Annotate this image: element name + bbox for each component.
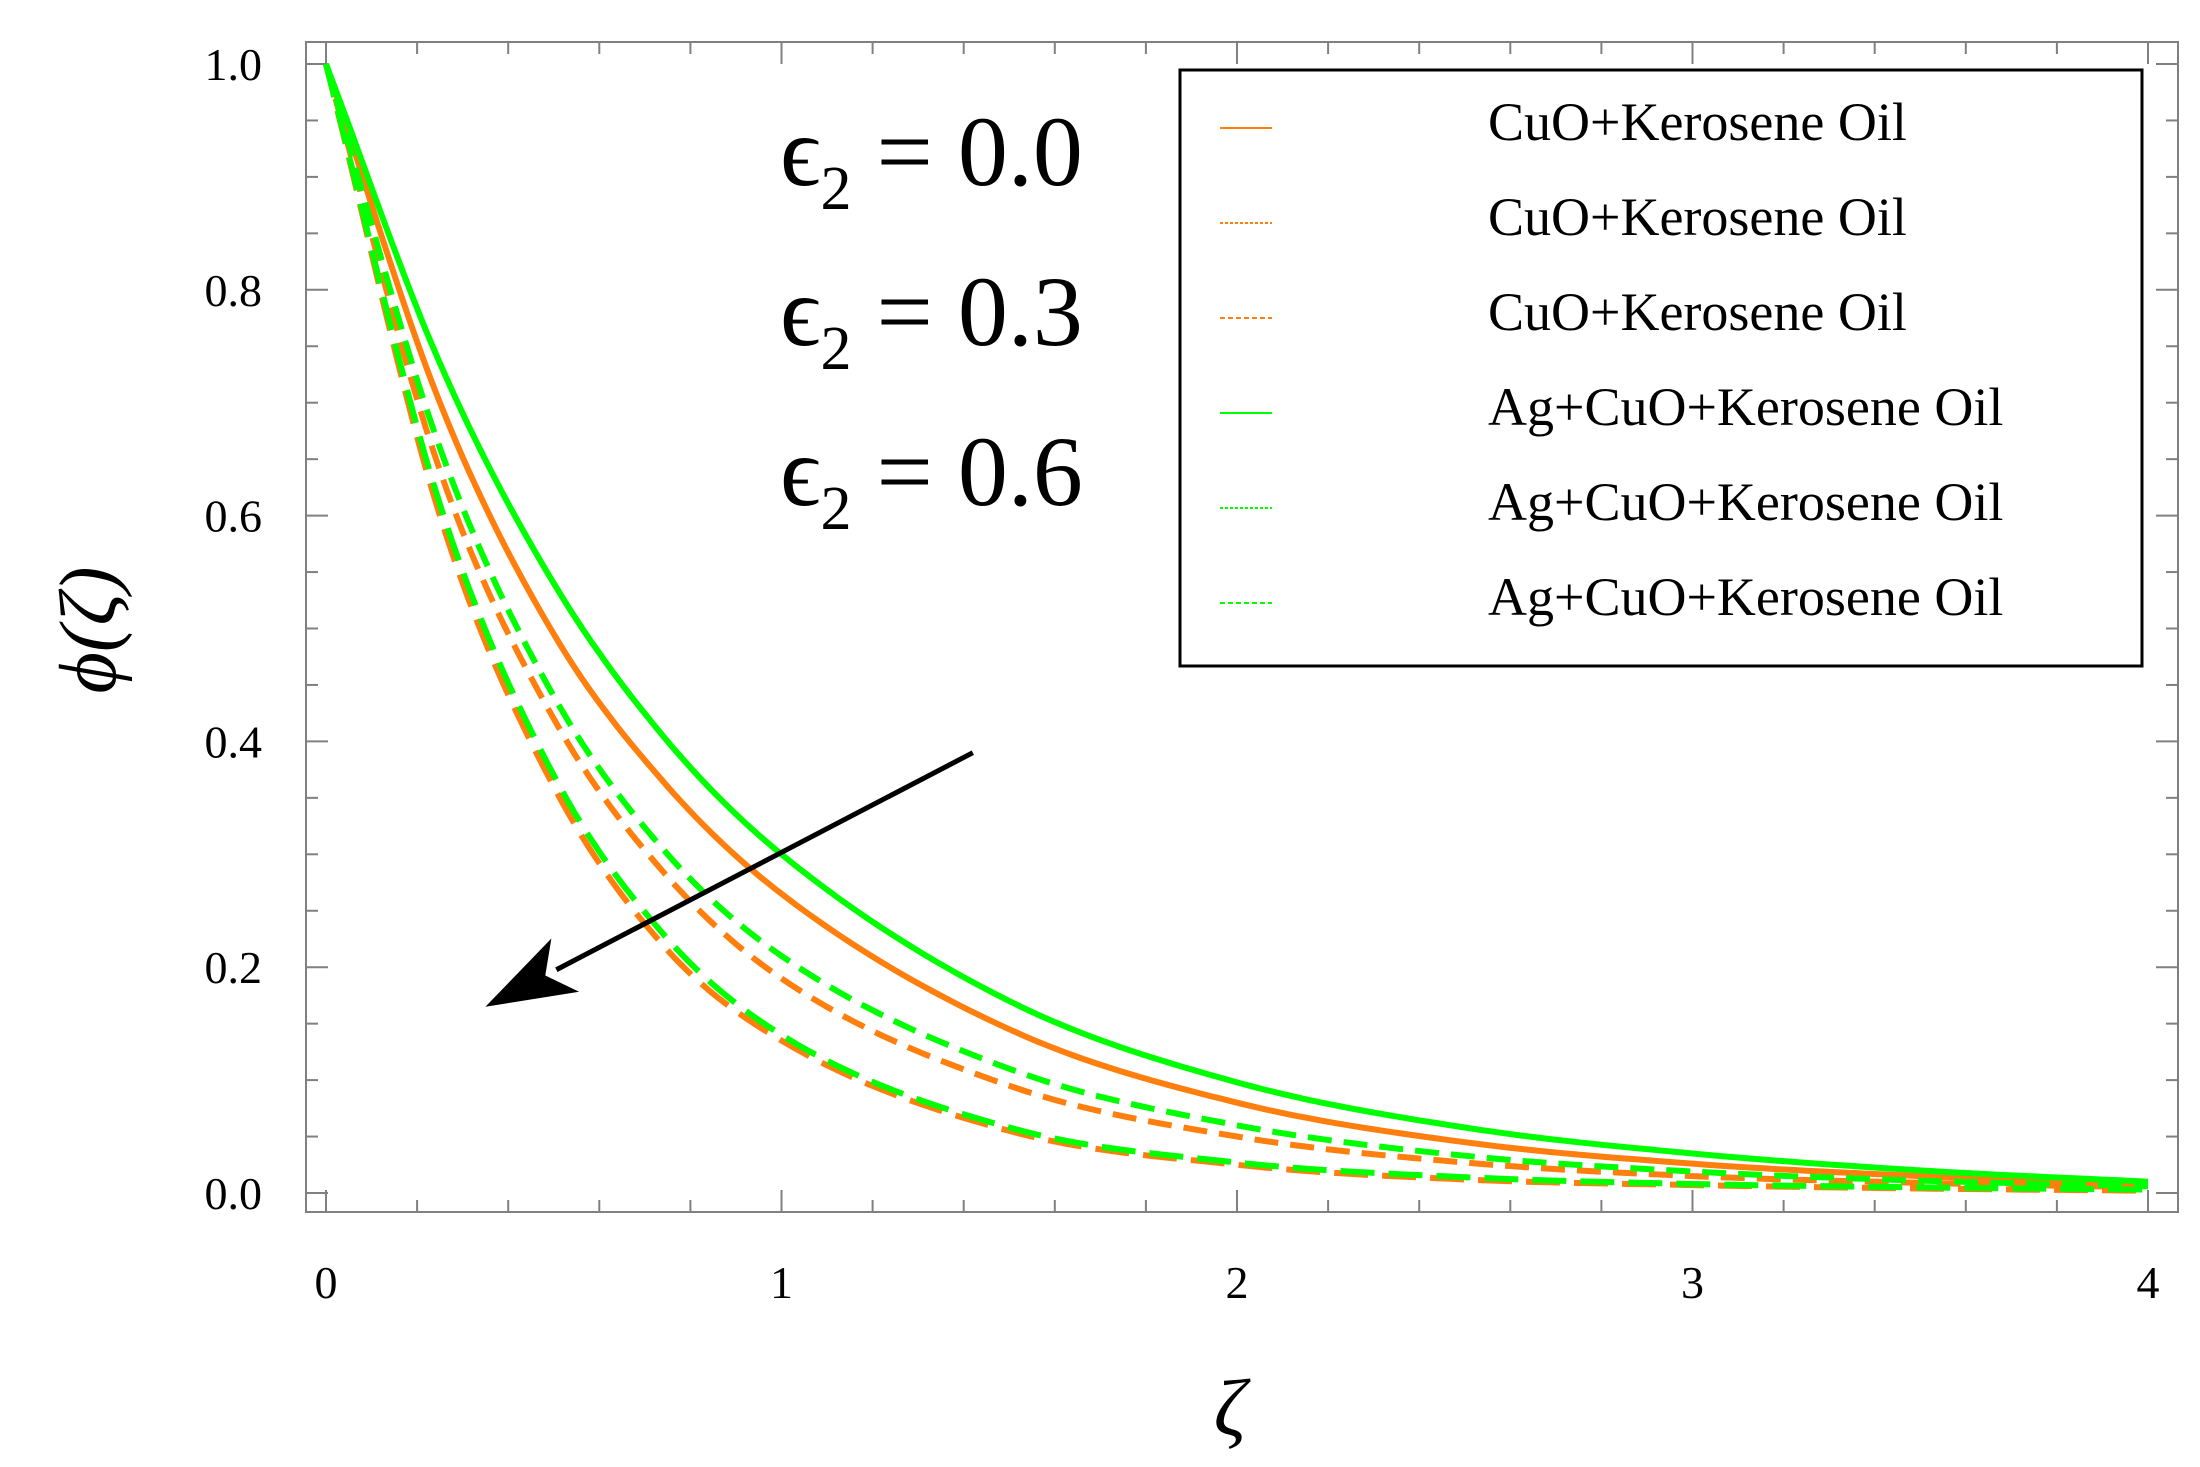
legend-label: Ag+CuO+Kerosene Oil [1488,377,2003,437]
epsilon-annotation: ϵ2 = 0.0 [780,96,1083,223]
trend-arrow-head [485,938,580,1007]
x-tick-label: 3 [1681,1257,1704,1308]
plot-frame [305,41,2179,1213]
series-line-1 [323,63,2149,1187]
y-tick-label: 0.0 [205,1168,263,1219]
epsilon-annotations: ϵ2 = 0.0 ϵ2 = 0.3 ϵ2 = 0.6 [780,96,1083,543]
epsilon-annotation: ϵ2 = 0.3 [780,256,1083,383]
legend-box [1178,68,2144,668]
legend-label: Ag+CuO+Kerosene Oil [1488,472,2003,532]
x-tick-label: 2 [1226,1257,1249,1308]
x-tick-label: 4 [2137,1257,2160,1308]
x-tick-label: 1 [770,1257,793,1308]
x-axis-title: ζ [1214,1365,1251,1453]
legend-label: CuO+Kerosene Oil [1488,92,1907,152]
arrow-layer [485,750,974,1007]
series-line-4 [323,62,2149,1185]
series-line-2 [323,63,2149,1191]
series-line-6 [323,63,2149,1193]
y-tick-label: 0.6 [205,491,263,542]
legend-label: CuO+Kerosene Oil [1488,282,1907,342]
y-tick-label: 0.2 [205,942,263,993]
y-tick-label: 0.4 [205,716,263,767]
y-tick-label: 1.0 [205,39,263,90]
y-axis-title: ϕ(ζ) [45,566,133,693]
legend-label: CuO+Kerosene Oil [1488,187,1907,247]
epsilon-annotation: ϵ2 = 0.6 [780,416,1083,543]
series-line-5 [323,63,2149,1190]
ticks-layer [306,42,2178,1212]
legend-label: Ag+CuO+Kerosene Oil [1488,567,2003,627]
y-tick-label: 0.8 [205,265,263,316]
trend-arrow-shaft [555,750,974,972]
series-line-3 [323,63,2149,1194]
labels-layer: 0 1 2 3 4 0.0 0.2 0.4 0.6 0.8 1.0 [205,39,2160,1308]
x-tick-label: 0 [315,1257,338,1308]
curves-layer [323,62,2149,1194]
legend: CuO+Kerosene Oil CuO+Kerosene Oil CuO+Kero… [1178,68,2144,668]
